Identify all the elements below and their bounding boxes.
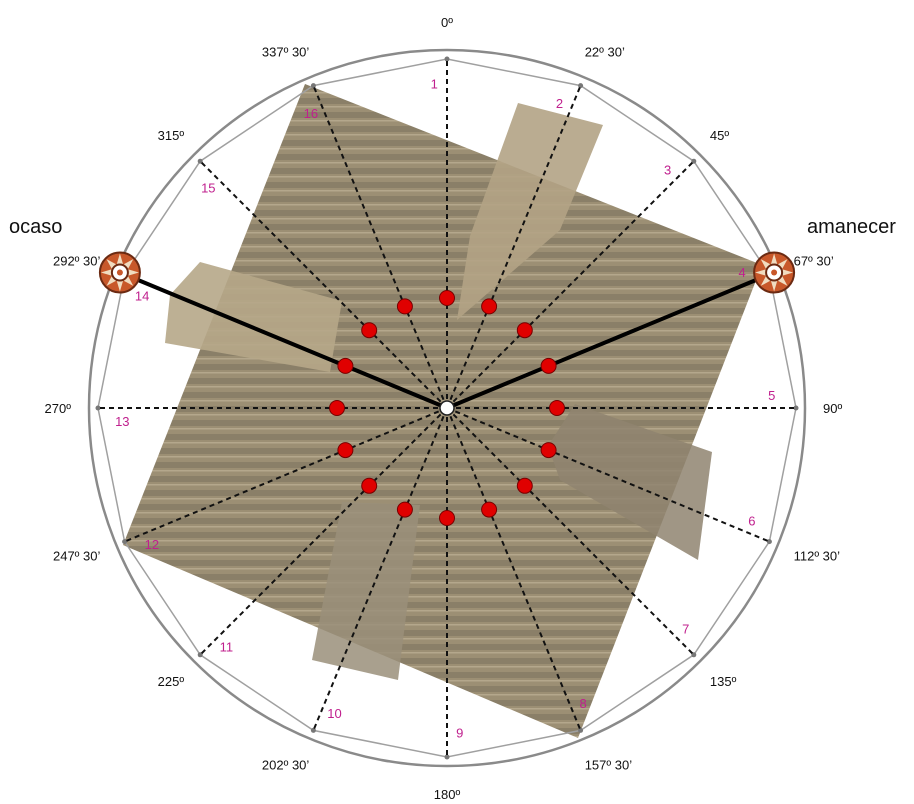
degree-label: 315º bbox=[158, 128, 185, 143]
vertex-point bbox=[444, 56, 450, 62]
aerial-arm-north bbox=[457, 103, 603, 320]
vertex-point bbox=[444, 754, 450, 760]
center-point bbox=[439, 400, 455, 416]
vertex-point bbox=[691, 158, 697, 164]
red-marker bbox=[337, 357, 354, 374]
direction-number: 15 bbox=[201, 180, 215, 195]
red-marker bbox=[439, 510, 455, 526]
red-marker bbox=[481, 501, 498, 518]
degree-label: 292º 30’ bbox=[53, 253, 101, 268]
red-marker bbox=[337, 442, 354, 459]
vertex-point bbox=[197, 158, 203, 164]
direction-number: 7 bbox=[682, 622, 689, 637]
sun-emblem-icon bbox=[753, 251, 796, 294]
spoke-line bbox=[312, 85, 448, 409]
direction-number: 11 bbox=[220, 640, 234, 655]
red-marker bbox=[540, 442, 557, 459]
degree-label: 180º bbox=[434, 787, 461, 802]
ocaso-label: ocaso bbox=[9, 216, 62, 238]
degree-label: 157º 30’ bbox=[585, 758, 633, 773]
direction-number: 1 bbox=[431, 76, 438, 91]
sun-emblem-icon bbox=[98, 251, 141, 294]
red-marker bbox=[549, 400, 565, 416]
degree-label: 45º bbox=[710, 128, 729, 143]
sun-lines-layer bbox=[132, 276, 762, 410]
outer-circle bbox=[87, 48, 807, 768]
vertex-point bbox=[197, 652, 203, 658]
degree-label: 247º 30’ bbox=[53, 549, 101, 564]
degree-label: 0º bbox=[441, 15, 453, 30]
red-marker bbox=[516, 477, 533, 494]
outline-layer bbox=[87, 48, 807, 768]
amanecer-label: amanecer bbox=[807, 216, 896, 238]
degree-label: 135º bbox=[710, 674, 737, 689]
spoke-line bbox=[124, 407, 448, 543]
red-marker bbox=[439, 290, 455, 306]
vertex-point bbox=[691, 652, 697, 658]
degree-label: 90º bbox=[823, 401, 842, 416]
direction-number: 10 bbox=[327, 706, 341, 721]
degree-label: 22º 30’ bbox=[585, 44, 625, 59]
spoke-line bbox=[446, 407, 695, 656]
red-marker bbox=[361, 477, 378, 494]
direction-number: 8 bbox=[579, 696, 586, 711]
vertex-point bbox=[310, 727, 316, 733]
degree-label: 225º bbox=[158, 674, 185, 689]
spoke-line bbox=[446, 407, 582, 731]
direction-number: 16 bbox=[304, 106, 318, 121]
degree-label: 270º bbox=[45, 401, 72, 416]
sun-line bbox=[446, 276, 762, 410]
vertex-point bbox=[122, 539, 128, 545]
vertex-point bbox=[766, 539, 772, 545]
red-marker bbox=[396, 501, 413, 518]
vertex-point bbox=[578, 727, 584, 733]
direction-number: 12 bbox=[145, 537, 159, 552]
spokes-layer bbox=[98, 59, 796, 757]
markers-layer bbox=[329, 290, 565, 526]
spoke-line bbox=[199, 407, 448, 656]
icons-layer bbox=[98, 251, 796, 294]
labels-layer: 1 0º 2 22º 30’ 3 45º 4 67º 30’ 5 90º 6 112º 30’ 7 135… bbox=[45, 15, 843, 802]
aerial-arm-south bbox=[312, 502, 420, 680]
vertex-point bbox=[578, 83, 584, 89]
red-marker bbox=[396, 298, 413, 315]
direction-number: 4 bbox=[738, 265, 745, 280]
direction-number: 6 bbox=[748, 514, 755, 529]
spoke-line bbox=[446, 160, 695, 409]
sun-line bbox=[132, 276, 448, 410]
red-marker bbox=[516, 322, 533, 339]
spoke-line bbox=[446, 85, 582, 409]
direction-number: 13 bbox=[115, 414, 129, 429]
direction-number: 3 bbox=[664, 162, 671, 177]
spoke-line bbox=[446, 407, 770, 543]
red-marker bbox=[481, 298, 498, 315]
degree-label: 337º 30’ bbox=[262, 44, 310, 59]
spoke-line bbox=[199, 160, 448, 409]
red-marker bbox=[361, 322, 378, 339]
aerial-arm-east bbox=[548, 404, 712, 560]
vertex-point bbox=[95, 405, 101, 411]
red-marker bbox=[329, 400, 345, 416]
degree-label: 202º 30’ bbox=[262, 758, 310, 773]
degree-label: 67º 30’ bbox=[794, 253, 834, 268]
vertex-point bbox=[793, 405, 799, 411]
direction-number: 2 bbox=[556, 96, 563, 111]
red-marker bbox=[540, 357, 557, 374]
direction-number: 5 bbox=[768, 388, 775, 403]
spoke-line bbox=[312, 407, 448, 731]
direction-number: 9 bbox=[456, 726, 463, 741]
vertex-point bbox=[310, 83, 316, 89]
direction-number: 14 bbox=[135, 289, 149, 304]
degree-label: 112º 30’ bbox=[794, 549, 841, 564]
